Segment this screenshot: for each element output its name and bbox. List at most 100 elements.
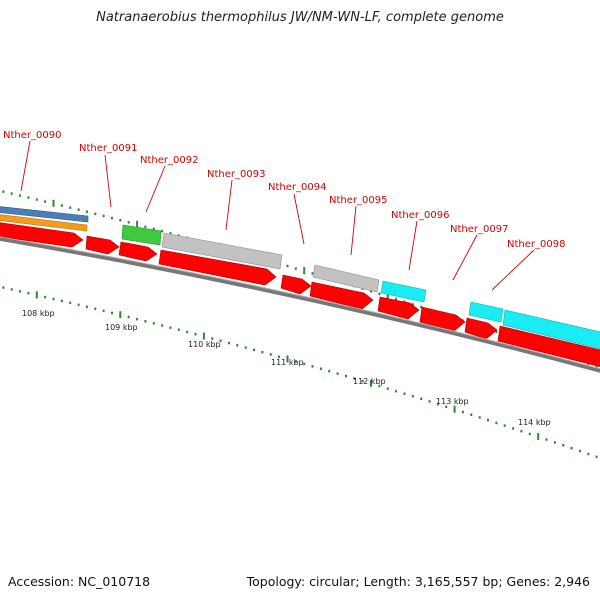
minor-tick bbox=[311, 365, 314, 368]
cds-arrow-8 bbox=[419, 306, 466, 332]
minor-tick bbox=[60, 299, 63, 303]
minor-tick bbox=[378, 292, 381, 296]
major-tick bbox=[52, 199, 55, 207]
major-tick bbox=[386, 292, 389, 300]
minor-tick bbox=[570, 446, 573, 450]
minor-tick bbox=[386, 387, 389, 390]
minor-tick bbox=[244, 346, 247, 349]
cyan-feature-2 bbox=[468, 301, 504, 323]
minor-tick bbox=[587, 452, 590, 456]
major-tick bbox=[453, 405, 456, 413]
minor-tick bbox=[144, 225, 147, 228]
minor-tick bbox=[69, 206, 72, 209]
minor-tick bbox=[60, 204, 63, 207]
minor-tick bbox=[102, 214, 105, 218]
minor-tick bbox=[336, 372, 339, 375]
major-tick bbox=[119, 311, 122, 319]
minor-tick bbox=[428, 400, 431, 403]
minor-tick bbox=[27, 196, 30, 199]
minor-tick bbox=[378, 384, 381, 388]
major-tick bbox=[303, 267, 306, 275]
minor-tick bbox=[269, 353, 272, 356]
cds-arrow-10 bbox=[497, 325, 600, 368]
gene-label: Nther_0097 bbox=[450, 224, 508, 235]
minor-tick bbox=[19, 194, 22, 197]
minor-tick bbox=[44, 295, 47, 299]
minor-tick bbox=[27, 292, 30, 295]
major-tick bbox=[202, 332, 205, 340]
minor-tick bbox=[52, 297, 55, 301]
cds-track bbox=[0, 222, 600, 368]
minor-tick bbox=[545, 438, 548, 441]
cyan-feature-3 bbox=[502, 309, 600, 350]
minor-tick bbox=[495, 421, 498, 425]
scale-label: 114 kbp bbox=[518, 418, 551, 427]
scale-label: 109 kbp bbox=[105, 323, 138, 332]
minor-tick bbox=[495, 330, 498, 334]
minor-tick bbox=[403, 392, 406, 395]
gene-label: Nther_0090 bbox=[3, 130, 61, 141]
minor-tick bbox=[461, 410, 464, 414]
cds-arrow-4 bbox=[158, 249, 277, 286]
label-leaders bbox=[20, 140, 535, 291]
minor-tick bbox=[169, 326, 172, 329]
minor-tick bbox=[94, 212, 97, 216]
minor-tick bbox=[328, 369, 331, 373]
minor-tick bbox=[303, 362, 306, 366]
minor-tick bbox=[311, 272, 314, 275]
scale-label: 112 kbp bbox=[353, 377, 386, 386]
genome-summary-text: Topology: circular; Length: 3,165,557 bp… bbox=[246, 574, 590, 589]
cds-arrow-9 bbox=[464, 317, 498, 340]
minor-tick bbox=[10, 192, 13, 195]
cds-arrow-1 bbox=[0, 222, 84, 248]
minor-tick bbox=[294, 360, 297, 363]
scale-label: 108 kbp bbox=[22, 309, 55, 318]
scale-label: 110 kbp bbox=[188, 340, 221, 349]
minor-tick bbox=[420, 397, 423, 401]
minor-tick bbox=[194, 332, 197, 336]
minor-tick bbox=[219, 339, 222, 342]
minor-tick bbox=[69, 301, 72, 305]
gray-feature-2 bbox=[312, 264, 380, 293]
cds-arrow-7 bbox=[377, 296, 420, 320]
cds-arrow-2 bbox=[85, 235, 120, 255]
minor-tick bbox=[102, 309, 105, 313]
minor-tick bbox=[562, 444, 565, 447]
minor-tick bbox=[411, 303, 414, 306]
scale-label: 113 kbp bbox=[436, 397, 469, 406]
blue-feature bbox=[0, 206, 89, 223]
gene-label: Nther_0095 bbox=[329, 195, 387, 206]
scale-tick-row bbox=[2, 286, 598, 459]
orange-feature bbox=[0, 214, 88, 232]
minor-tick bbox=[503, 424, 506, 427]
minor-tick bbox=[578, 449, 581, 453]
minor-tick bbox=[420, 305, 423, 309]
major-tick bbox=[370, 379, 372, 387]
minor-tick bbox=[119, 219, 122, 222]
accession-text: Accession: NC_010718 bbox=[8, 574, 151, 589]
major-tick bbox=[136, 220, 139, 228]
green-feature bbox=[121, 224, 162, 246]
minor-tick bbox=[520, 429, 523, 433]
minor-tick bbox=[127, 315, 130, 319]
minor-tick bbox=[395, 389, 398, 393]
minor-tick bbox=[411, 395, 414, 398]
gene-label: Nther_0092 bbox=[140, 155, 198, 166]
feature-track-upper bbox=[0, 206, 600, 350]
minor-tick bbox=[2, 190, 5, 193]
minor-tick bbox=[111, 216, 113, 220]
cds-arrow-5 bbox=[280, 274, 312, 295]
minor-tick bbox=[319, 367, 322, 370]
cds-arrow-6 bbox=[309, 281, 374, 310]
minor-tick bbox=[152, 322, 155, 325]
gene-label: Nther_0091 bbox=[79, 143, 137, 154]
gene-label: Nther_0093 bbox=[207, 169, 265, 180]
minor-tick bbox=[395, 297, 398, 301]
minor-tick bbox=[436, 402, 439, 406]
minor-tick bbox=[169, 232, 172, 235]
minor-tick bbox=[19, 290, 22, 293]
minor-tick bbox=[361, 379, 364, 383]
minor-tick bbox=[35, 198, 38, 201]
